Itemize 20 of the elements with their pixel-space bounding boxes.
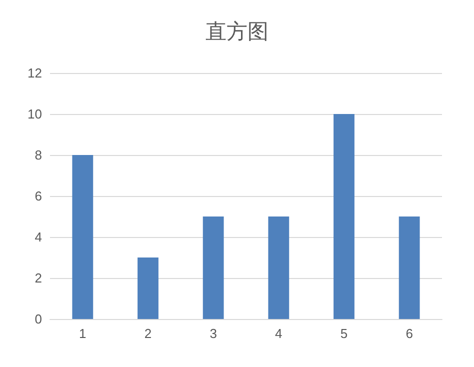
y-tick-label: 2 — [34, 270, 42, 286]
y-tick-label: 8 — [34, 148, 42, 162]
x-tick-label: 5 — [340, 326, 348, 341]
bar — [334, 114, 354, 319]
chart-title: 直方图 — [206, 20, 268, 44]
bar — [202, 216, 224, 319]
y-tick-label: 4 — [34, 230, 42, 244]
bar — [398, 216, 420, 319]
bar — [72, 155, 94, 319]
x-tick-label: 6 — [406, 326, 413, 341]
bar — [138, 258, 158, 319]
x-tick-label: 1 — [79, 326, 86, 341]
y-tick-label: 12 — [28, 66, 42, 80]
y-tick-label: 10 — [28, 106, 42, 122]
bar — [268, 216, 290, 319]
y-tick-label: 6 — [34, 188, 42, 204]
y-tick-label: 0 — [34, 312, 42, 326]
x-tick-label: 4 — [275, 326, 282, 341]
x-tick-label: 2 — [144, 326, 152, 341]
x-tick-label: 3 — [210, 326, 217, 341]
